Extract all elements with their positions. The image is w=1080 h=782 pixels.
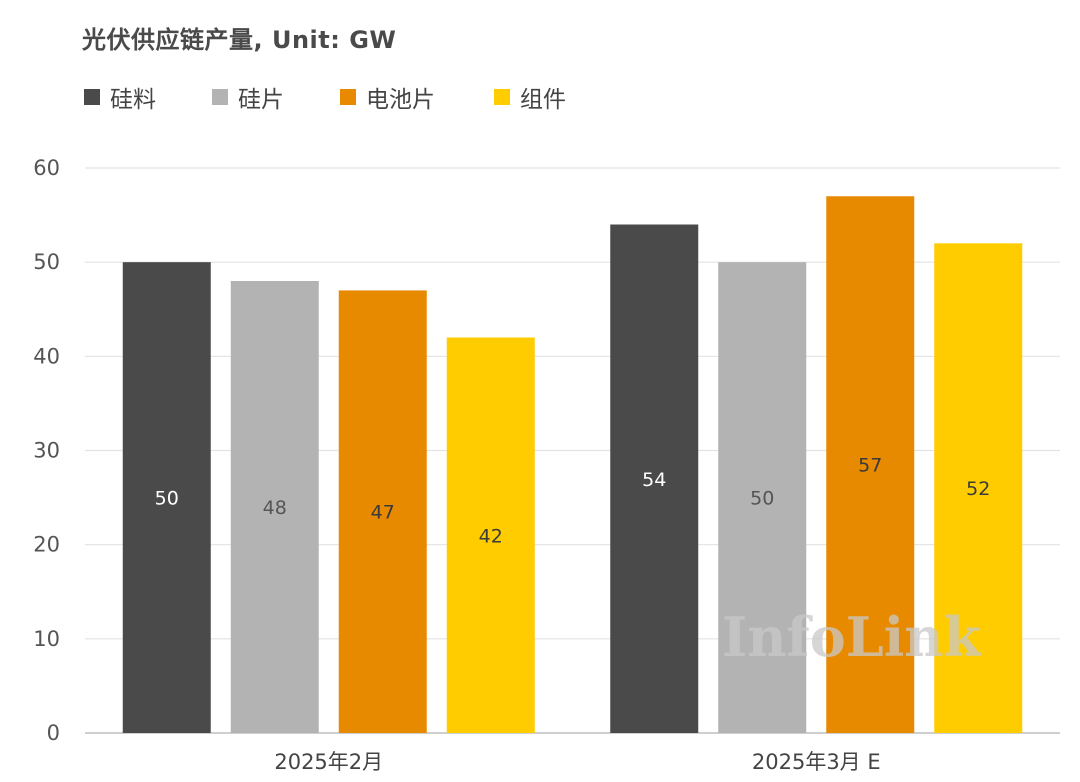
x-category-label: 2025年3月 E	[752, 750, 881, 774]
legend-label: 硅片	[238, 87, 284, 113]
data-label: 54	[642, 469, 666, 491]
y-tick-label: 60	[33, 156, 60, 180]
bar-3-2	[826, 196, 915, 733]
y-tick-label: 20	[33, 533, 60, 557]
legend-item: 硅片	[212, 80, 284, 114]
y-tick-label: 40	[33, 344, 60, 368]
bar-1-2	[610, 224, 699, 733]
data-label: 48	[263, 497, 287, 519]
data-label: 42	[479, 525, 503, 547]
bar-4-1	[446, 337, 535, 733]
x-category-label: 2025年2月	[274, 750, 383, 774]
legend-swatch	[494, 89, 510, 105]
bar-1-1	[122, 262, 211, 733]
bar-4-2	[934, 243, 1023, 734]
y-tick-label: 50	[33, 250, 60, 274]
y-tick-label: 0	[47, 721, 60, 745]
chart-legend: 硅料 硅片 电池片 组件	[84, 80, 684, 114]
bar-2-2	[718, 262, 807, 733]
legend-label: 硅料	[110, 87, 156, 113]
legend-item: 组件	[494, 80, 566, 114]
chart-title: 光伏供应链产量, Unit: GW	[82, 26, 397, 54]
legend-label: 组件	[520, 87, 566, 113]
data-label: 47	[371, 502, 395, 524]
y-tick-label: 30	[33, 439, 60, 463]
bar-2-1	[230, 281, 319, 733]
bar-3-1	[338, 290, 427, 733]
legend-swatch	[340, 89, 356, 105]
y-tick-label: 10	[33, 627, 60, 651]
data-label: 50	[155, 488, 179, 510]
data-label: 50	[750, 488, 774, 510]
data-label: 57	[858, 455, 882, 477]
legend-item: 电池片	[340, 80, 435, 114]
watermark-logo: InfoLink	[722, 605, 983, 669]
legend-swatch	[212, 89, 228, 105]
legend-swatch	[84, 89, 100, 105]
legend-item: 硅料	[84, 80, 156, 114]
data-label: 52	[966, 478, 990, 500]
legend-label: 电池片	[366, 87, 435, 113]
